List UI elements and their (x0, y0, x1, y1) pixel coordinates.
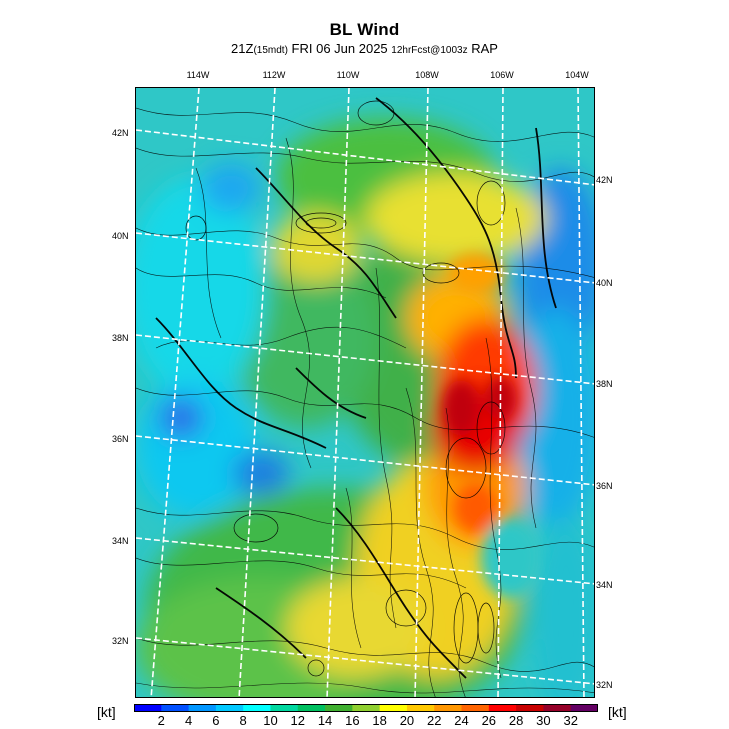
colorbar-unit-left: [kt] (97, 704, 116, 720)
colorbar-tick-label: 16 (345, 713, 360, 728)
colorbar-tick-label: 26 (481, 713, 497, 728)
colorbar-swatch (434, 704, 463, 712)
lat-label-right-38n: 38N (596, 379, 613, 389)
colorbar-tick-label: 12 (290, 713, 305, 728)
colorbar-swatch (570, 704, 598, 712)
lat-label-right-42n: 42N (596, 175, 613, 185)
lat-label-right-36n: 36N (596, 481, 613, 491)
colorbar-unit-right: [kt] (608, 704, 627, 720)
colorbar-tick-label: 24 (454, 713, 469, 728)
valid-time: 21Z (231, 41, 254, 56)
colorbar-swatch (488, 704, 517, 712)
colorbar-tick-label: 32 (563, 713, 578, 728)
lon-label-108w: 108W (415, 70, 439, 80)
forecast-info: 12hrFcst@1003z (391, 45, 468, 56)
colorbar-swatch (297, 704, 326, 712)
colorbar-tick-label: 14 (317, 713, 333, 728)
colorbar-swatch (134, 704, 162, 712)
lat-label-left-42n: 42N (112, 128, 129, 138)
colorbar-swatch (543, 704, 572, 712)
lon-label-114w: 114W (186, 70, 210, 80)
colorbar-swatch (406, 704, 435, 712)
colorbar-tick-label: 10 (263, 713, 278, 728)
lat-lon-grid (136, 88, 594, 697)
map-title: BL Wind (329, 20, 400, 39)
colorbar-swatch (352, 704, 381, 712)
colorbar-swatch (516, 704, 544, 712)
colorbar-swatch (243, 704, 271, 712)
colorbar-tick-label: 30 (536, 713, 551, 728)
lat-label-right-40n: 40N (596, 278, 613, 288)
model-name: RAP (471, 41, 498, 56)
colorbar-tick-label: 6 (212, 713, 220, 728)
colorbar-tick-label: 18 (372, 713, 387, 728)
colorbar-swatch (161, 704, 190, 712)
colorbar-swatch (325, 704, 353, 712)
colorbar-tick-label: 4 (184, 713, 193, 728)
colorbar-tick-label: 28 (508, 713, 524, 728)
terrain-contours (136, 107, 594, 697)
colorbar-swatch (270, 704, 299, 712)
lat-label-right-34n: 34N (596, 580, 613, 590)
colorbar-swatch (188, 704, 217, 712)
local-time: (15mdt) (253, 45, 288, 56)
lon-label-106w: 106W (490, 70, 514, 80)
lon-label-110w: 110W (336, 70, 360, 80)
colorbar-swatch (215, 704, 244, 712)
valid-date: FRI 06 Jun 2025 (291, 41, 388, 56)
lat-label-left-32n: 32N (112, 636, 129, 646)
lat-label-left-38n: 38N (112, 333, 129, 343)
colorbar-swatch (461, 704, 490, 712)
lon-label-112w: 112W (262, 70, 286, 80)
lat-label-right-32n: 32N (596, 680, 613, 690)
lat-label-left-40n: 40N (112, 231, 129, 241)
lon-label-104w: 104W (565, 70, 589, 80)
colorbar-tick-label: 22 (427, 713, 442, 728)
lat-label-left-34n: 34N (112, 536, 129, 546)
colorbar-swatch (379, 704, 408, 712)
wind-map (135, 87, 595, 698)
colorbar (134, 704, 598, 712)
colorbar-tick-label: 8 (239, 713, 247, 728)
lat-label-left-36n: 36N (112, 434, 129, 444)
colorbar-tick-label: 2 (157, 713, 165, 728)
colorbar-tick-label: 20 (399, 713, 415, 728)
map-subtitle: 21Z(15mdt) FRI 06 Jun 2025 12hrFcst@1003… (0, 41, 729, 56)
